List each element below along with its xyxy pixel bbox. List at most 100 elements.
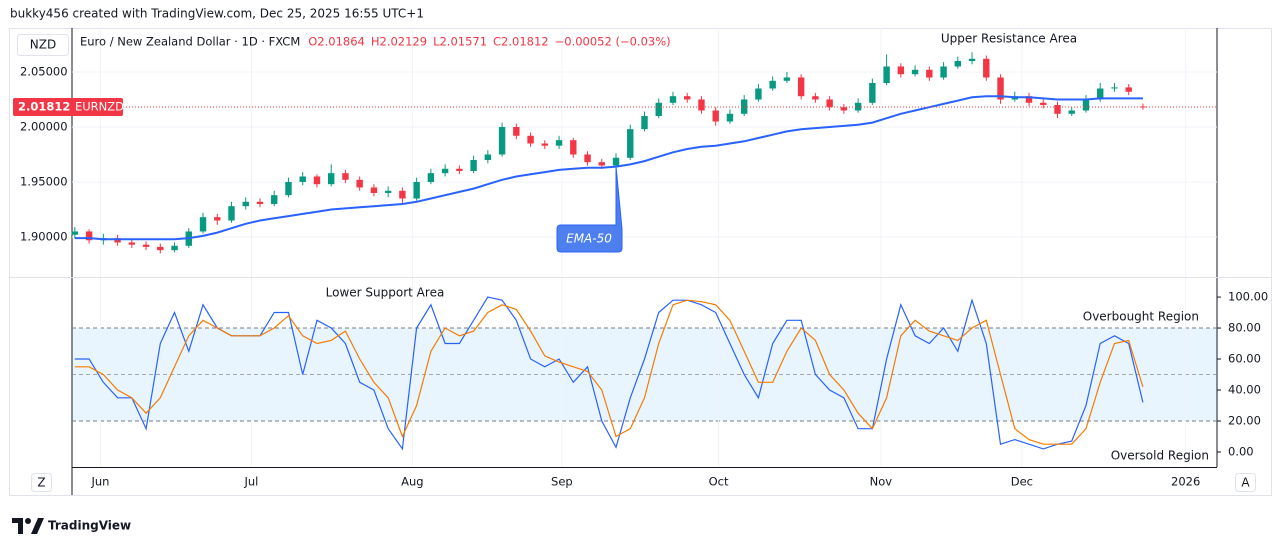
candle-body bbox=[584, 154, 591, 163]
candle-body bbox=[555, 140, 563, 146]
currency[interactable]: NZD bbox=[30, 38, 56, 52]
candle-body bbox=[299, 176, 306, 182]
candle-body bbox=[1054, 104, 1061, 114]
candle-body bbox=[541, 143, 549, 146]
candle-body bbox=[1125, 87, 1132, 92]
oscillator-line bbox=[74, 299, 1144, 445]
plot-layer: 1.90000 1.95000 2.00000 2.05000 EMA-50 2.0181… bbox=[13, 28, 1268, 489]
candle-body bbox=[911, 69, 919, 75]
candle-body bbox=[997, 77, 1004, 100]
legend-value: O2.01864 bbox=[308, 35, 365, 49]
candle-body bbox=[1025, 96, 1033, 103]
candle-body bbox=[1097, 88, 1104, 100]
candle-body bbox=[228, 206, 235, 221]
candle-body bbox=[71, 231, 79, 235]
candle-body bbox=[271, 195, 278, 204]
candle-body bbox=[242, 201, 249, 207]
candle-body bbox=[570, 140, 577, 155]
y-tick-label: 20.00 bbox=[1228, 413, 1261, 427]
brand: TradingView bbox=[48, 519, 131, 533]
candle-body bbox=[983, 58, 990, 78]
candle-body bbox=[313, 176, 321, 185]
chart-title: Euro / New Zealand Dollar · 1D · FXCM bbox=[80, 35, 300, 49]
annotation: Oversold Region bbox=[1111, 449, 1209, 463]
currency-button[interactable] bbox=[17, 34, 69, 56]
candle-body bbox=[669, 96, 677, 103]
candle-body bbox=[897, 66, 905, 75]
ema-line bbox=[74, 95, 1143, 241]
x-tick-label: Aug bbox=[401, 475, 423, 489]
candle-body bbox=[527, 135, 534, 144]
candle-body bbox=[356, 179, 363, 188]
candle-body bbox=[327, 173, 335, 185]
price-tag: 2.01812 bbox=[18, 100, 70, 114]
candle-body bbox=[883, 66, 890, 83]
candle-body bbox=[926, 69, 933, 78]
x-tick-label: Dec bbox=[1011, 475, 1033, 489]
candle-body bbox=[684, 96, 691, 100]
x-tick-label: Jul bbox=[243, 475, 258, 489]
annotation: Upper Resistance Area bbox=[941, 32, 1077, 46]
candle-body bbox=[940, 66, 947, 78]
y-tick-label: 100.00 bbox=[1228, 290, 1268, 304]
x-tick-label: Nov bbox=[870, 475, 893, 489]
legend-value: H2.02129 bbox=[371, 35, 427, 49]
candle-body bbox=[698, 99, 705, 111]
y-tick-label: 1.90000 bbox=[20, 229, 68, 243]
button[interactable]: Z bbox=[37, 476, 45, 490]
header: bukky456 created with TradingView.com, D… bbox=[10, 7, 424, 21]
legend-value: C2.01812 bbox=[493, 35, 549, 49]
button[interactable]: A bbox=[1241, 476, 1250, 490]
candle-body bbox=[1139, 106, 1147, 108]
candle-body bbox=[142, 244, 150, 247]
legend-value: −0.00052 (−0.03%) bbox=[555, 35, 671, 49]
y-tick-label: 2.05000 bbox=[20, 64, 68, 78]
candle-body bbox=[1082, 99, 1090, 111]
candle-body bbox=[513, 126, 520, 136]
candle-body bbox=[85, 231, 93, 241]
legend-value: L2.01571 bbox=[433, 35, 487, 49]
button-box[interactable] bbox=[1235, 473, 1256, 492]
ema-callout bbox=[556, 166, 623, 253]
candle-body bbox=[157, 246, 164, 251]
candle-body bbox=[498, 126, 506, 155]
candle-body bbox=[598, 162, 605, 166]
candle-body bbox=[114, 238, 121, 243]
y-tick-label: 0.00 bbox=[1228, 444, 1254, 458]
candle-body bbox=[968, 58, 976, 61]
y-tick-label: 2.00000 bbox=[20, 119, 68, 133]
candle-body bbox=[285, 181, 292, 196]
frame bbox=[9, 28, 1272, 496]
y-tick-label: 40.00 bbox=[1228, 383, 1261, 397]
button-box[interactable] bbox=[31, 473, 52, 492]
candle-body bbox=[726, 113, 734, 122]
candle-body bbox=[171, 245, 178, 251]
candle-body bbox=[441, 168, 449, 174]
candle-body bbox=[627, 129, 634, 158]
candle-body bbox=[655, 102, 662, 116]
candle-body bbox=[826, 99, 833, 108]
candle-body bbox=[427, 173, 435, 182]
y-tick-label: 80.00 bbox=[1228, 321, 1261, 335]
price-tag-symbol: EURNZD bbox=[75, 100, 124, 114]
candle-body bbox=[342, 173, 349, 180]
candle-body bbox=[712, 110, 719, 122]
candle-body bbox=[869, 82, 876, 103]
x-tick-label: Oct bbox=[709, 475, 729, 489]
candle-body bbox=[612, 157, 620, 166]
candle-body bbox=[128, 242, 136, 245]
ema-label: EMA-50 bbox=[566, 232, 612, 246]
y-tick-label: 1.95000 bbox=[20, 174, 68, 188]
x-tick-label: 2026 bbox=[1171, 475, 1200, 489]
candle-body bbox=[1111, 87, 1118, 89]
x-tick-label: Jun bbox=[90, 475, 109, 489]
candle-body bbox=[840, 107, 848, 111]
candle-body bbox=[199, 217, 207, 232]
candle-body bbox=[470, 159, 477, 171]
candle-body bbox=[1040, 102, 1047, 105]
candle-body bbox=[812, 96, 819, 100]
x-tick-label: Sep bbox=[551, 475, 573, 489]
candle-body bbox=[384, 190, 392, 193]
